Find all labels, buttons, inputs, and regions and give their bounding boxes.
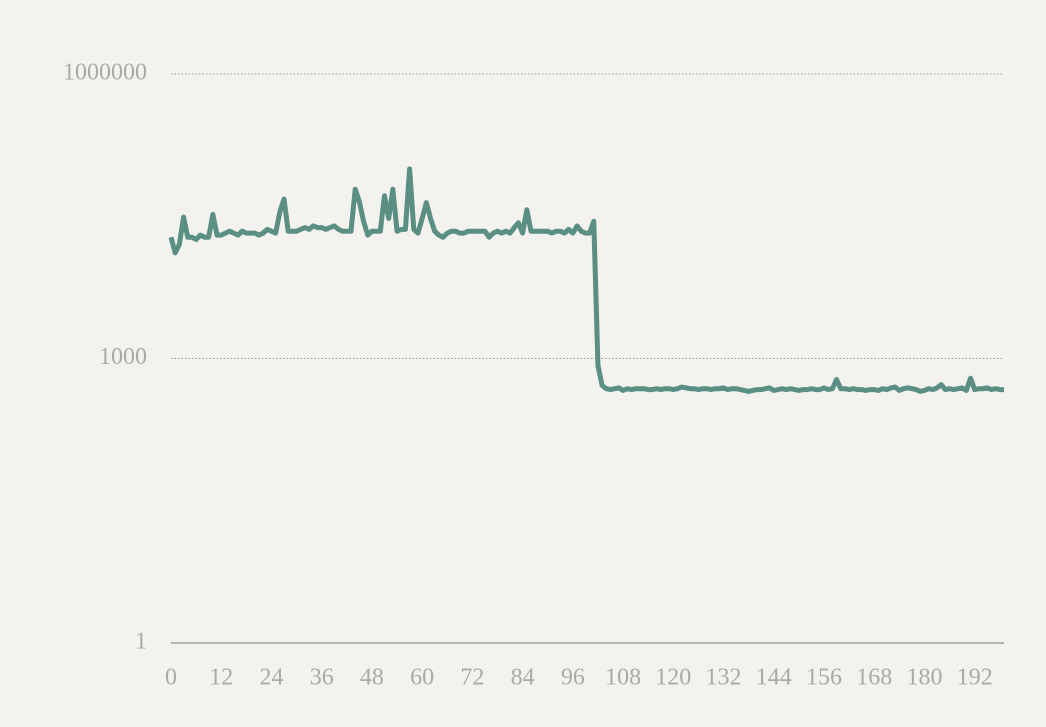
x-tick-label: 120	[655, 665, 691, 691]
x-tick-label: 96	[561, 665, 585, 691]
x-tick-label: 48	[360, 665, 384, 691]
x-tick-label: 24	[259, 665, 283, 691]
x-tick-label: 0	[165, 665, 177, 691]
x-tick-label: 12	[209, 665, 233, 691]
y-tick-label: 1000	[99, 344, 147, 370]
y-tick-label: 1000000	[63, 60, 147, 86]
x-tick-label: 72	[460, 665, 484, 691]
y-tick-label: 1	[135, 629, 147, 655]
x-tick-label: 84	[511, 665, 535, 691]
line-series	[168, 166, 1004, 394]
x-tick-label: 168	[856, 665, 892, 691]
x-tick-label: 132	[706, 665, 742, 691]
x-tick-label: 192	[957, 665, 993, 691]
x-tick-label: 60	[410, 665, 434, 691]
x-tick-label: 108	[605, 665, 641, 691]
x-tick-label: 36	[310, 665, 334, 691]
x-tick-label: 144	[756, 665, 792, 691]
x-tick-label: 156	[806, 665, 842, 691]
x-tick-label: 180	[906, 665, 942, 691]
